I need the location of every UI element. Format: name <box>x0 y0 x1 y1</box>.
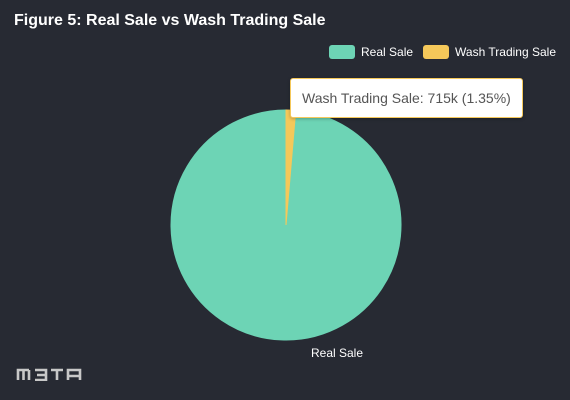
legend-swatch-real-sale <box>329 45 356 59</box>
tooltip: Wash Trading Sale: 715k (1.35%) <box>290 78 523 118</box>
legend-label-real-sale: Real Sale <box>361 45 414 59</box>
legend: Real Sale Wash Trading Sale <box>329 45 556 59</box>
chart-title: Figure 5: Real Sale vs Wash Trading Sale <box>14 12 326 29</box>
legend-swatch-wash-trading-sale <box>423 45 450 59</box>
legend-item-wash-trading-sale[interactable]: Wash Trading Sale <box>423 45 556 59</box>
meta-logo <box>16 368 82 381</box>
legend-item-real-sale[interactable]: Real Sale <box>329 45 413 59</box>
slice-label-real-sale: Real Sale <box>311 346 363 360</box>
legend-label-wash-trading-sale: Wash Trading Sale <box>455 45 556 59</box>
